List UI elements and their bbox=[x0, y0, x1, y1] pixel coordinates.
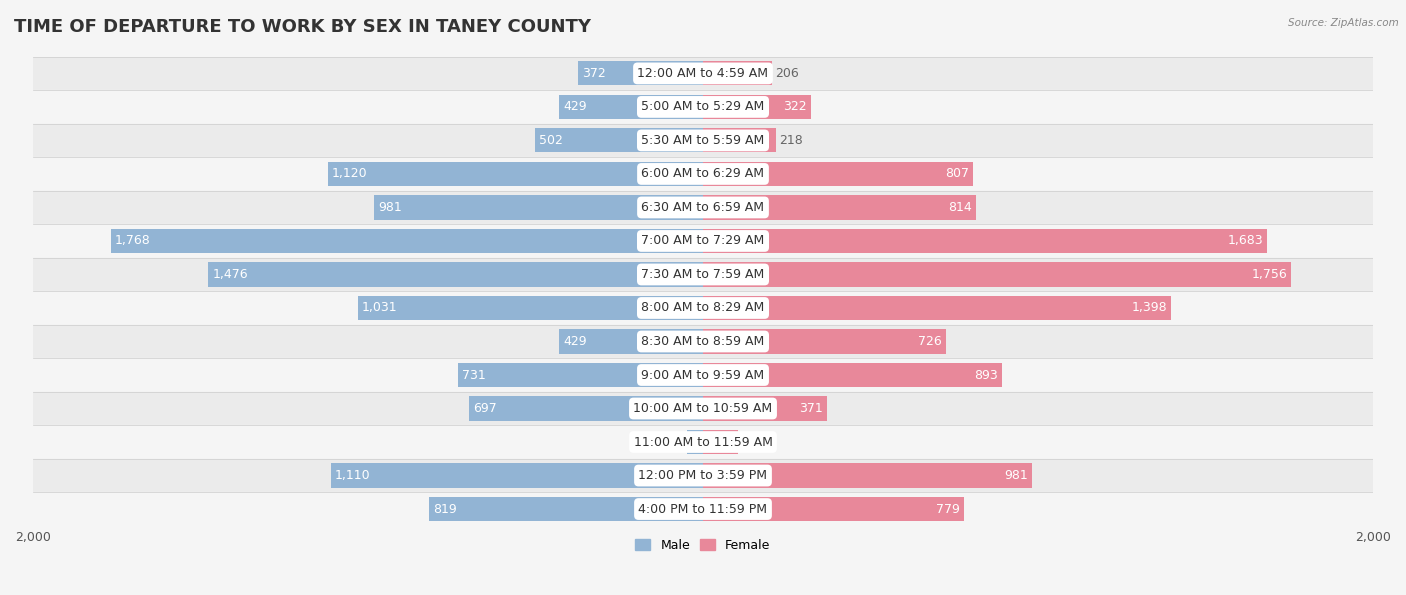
Text: 8:30 AM to 8:59 AM: 8:30 AM to 8:59 AM bbox=[641, 335, 765, 348]
Text: 218: 218 bbox=[779, 134, 803, 147]
Text: 779: 779 bbox=[936, 503, 960, 515]
Bar bbox=[32, 157, 1374, 190]
Bar bbox=[703, 497, 965, 521]
Bar bbox=[703, 162, 973, 186]
Bar bbox=[470, 396, 703, 421]
Text: 1,120: 1,120 bbox=[332, 167, 367, 180]
Text: 1,683: 1,683 bbox=[1227, 234, 1263, 248]
Bar bbox=[703, 195, 976, 220]
Text: 6:30 AM to 6:59 AM: 6:30 AM to 6:59 AM bbox=[641, 201, 765, 214]
Text: 10:00 AM to 10:59 AM: 10:00 AM to 10:59 AM bbox=[634, 402, 772, 415]
Text: 1,768: 1,768 bbox=[115, 234, 150, 248]
Bar bbox=[32, 224, 1374, 258]
Text: 1,031: 1,031 bbox=[361, 302, 398, 315]
Bar bbox=[32, 90, 1374, 124]
Text: 322: 322 bbox=[783, 101, 807, 114]
Bar bbox=[578, 61, 703, 86]
Bar bbox=[703, 464, 1032, 487]
Text: 819: 819 bbox=[433, 503, 457, 515]
Text: 697: 697 bbox=[474, 402, 498, 415]
Bar bbox=[332, 464, 703, 487]
Bar bbox=[703, 363, 1002, 387]
Bar bbox=[534, 129, 703, 152]
Bar bbox=[32, 459, 1374, 492]
Text: 4:00 PM to 11:59 PM: 4:00 PM to 11:59 PM bbox=[638, 503, 768, 515]
Bar bbox=[32, 291, 1374, 325]
Text: 9:00 AM to 9:59 AM: 9:00 AM to 9:59 AM bbox=[641, 368, 765, 381]
Bar bbox=[32, 325, 1374, 358]
Bar bbox=[429, 497, 703, 521]
Text: 11:00 AM to 11:59 AM: 11:00 AM to 11:59 AM bbox=[634, 436, 772, 449]
Bar bbox=[703, 396, 827, 421]
Bar bbox=[32, 190, 1374, 224]
Bar bbox=[688, 430, 703, 454]
Text: 5:30 AM to 5:59 AM: 5:30 AM to 5:59 AM bbox=[641, 134, 765, 147]
Text: 731: 731 bbox=[463, 368, 486, 381]
Bar bbox=[32, 258, 1374, 291]
Bar bbox=[374, 195, 703, 220]
Bar bbox=[32, 57, 1374, 90]
Bar bbox=[32, 358, 1374, 392]
Text: 807: 807 bbox=[945, 167, 969, 180]
Text: 12:00 PM to 3:59 PM: 12:00 PM to 3:59 PM bbox=[638, 469, 768, 482]
Bar bbox=[357, 296, 703, 320]
Text: 1,398: 1,398 bbox=[1132, 302, 1167, 315]
Text: 981: 981 bbox=[1004, 469, 1028, 482]
Text: 105: 105 bbox=[741, 436, 765, 449]
Text: 7:30 AM to 7:59 AM: 7:30 AM to 7:59 AM bbox=[641, 268, 765, 281]
Bar bbox=[703, 262, 1291, 287]
Bar bbox=[32, 392, 1374, 425]
Bar bbox=[560, 95, 703, 119]
Bar bbox=[328, 162, 703, 186]
Text: 8:00 AM to 8:29 AM: 8:00 AM to 8:29 AM bbox=[641, 302, 765, 315]
Text: 1,476: 1,476 bbox=[212, 268, 247, 281]
Bar bbox=[32, 425, 1374, 459]
Text: 726: 726 bbox=[918, 335, 942, 348]
Text: 1,756: 1,756 bbox=[1251, 268, 1288, 281]
Text: 371: 371 bbox=[800, 402, 824, 415]
Text: 48: 48 bbox=[668, 436, 683, 449]
Text: 372: 372 bbox=[582, 67, 606, 80]
Bar bbox=[458, 363, 703, 387]
Bar bbox=[32, 492, 1374, 526]
Text: 981: 981 bbox=[378, 201, 402, 214]
Bar bbox=[703, 129, 776, 152]
Bar bbox=[703, 296, 1171, 320]
Bar bbox=[703, 229, 1267, 253]
Text: Source: ZipAtlas.com: Source: ZipAtlas.com bbox=[1288, 18, 1399, 28]
Text: 12:00 AM to 4:59 AM: 12:00 AM to 4:59 AM bbox=[637, 67, 769, 80]
Text: 429: 429 bbox=[564, 101, 586, 114]
Text: 502: 502 bbox=[538, 134, 562, 147]
Text: 1,110: 1,110 bbox=[335, 469, 371, 482]
Bar bbox=[208, 262, 703, 287]
Bar bbox=[111, 229, 703, 253]
Bar bbox=[703, 330, 946, 353]
Text: 429: 429 bbox=[564, 335, 586, 348]
Bar bbox=[703, 430, 738, 454]
Text: 893: 893 bbox=[974, 368, 998, 381]
Legend: Male, Female: Male, Female bbox=[630, 534, 776, 557]
Bar bbox=[32, 124, 1374, 157]
Bar bbox=[703, 61, 772, 86]
Text: 5:00 AM to 5:29 AM: 5:00 AM to 5:29 AM bbox=[641, 101, 765, 114]
Bar bbox=[560, 330, 703, 353]
Text: 206: 206 bbox=[775, 67, 799, 80]
Text: 6:00 AM to 6:29 AM: 6:00 AM to 6:29 AM bbox=[641, 167, 765, 180]
Text: 814: 814 bbox=[948, 201, 972, 214]
Bar bbox=[703, 95, 811, 119]
Text: 7:00 AM to 7:29 AM: 7:00 AM to 7:29 AM bbox=[641, 234, 765, 248]
Text: TIME OF DEPARTURE TO WORK BY SEX IN TANEY COUNTY: TIME OF DEPARTURE TO WORK BY SEX IN TANE… bbox=[14, 18, 591, 36]
